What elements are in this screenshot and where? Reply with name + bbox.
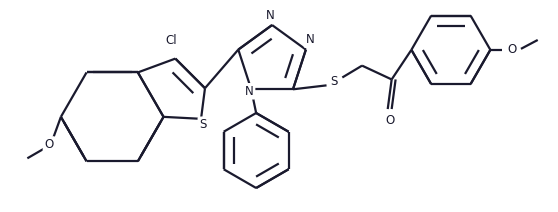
Text: S: S [199,118,206,131]
Text: N: N [266,9,275,22]
Text: S: S [331,75,338,88]
Text: O: O [385,114,395,127]
Text: N: N [245,85,253,98]
Text: N: N [305,33,314,46]
Text: O: O [507,43,517,56]
Text: Cl: Cl [166,34,177,47]
Text: O: O [45,138,54,151]
